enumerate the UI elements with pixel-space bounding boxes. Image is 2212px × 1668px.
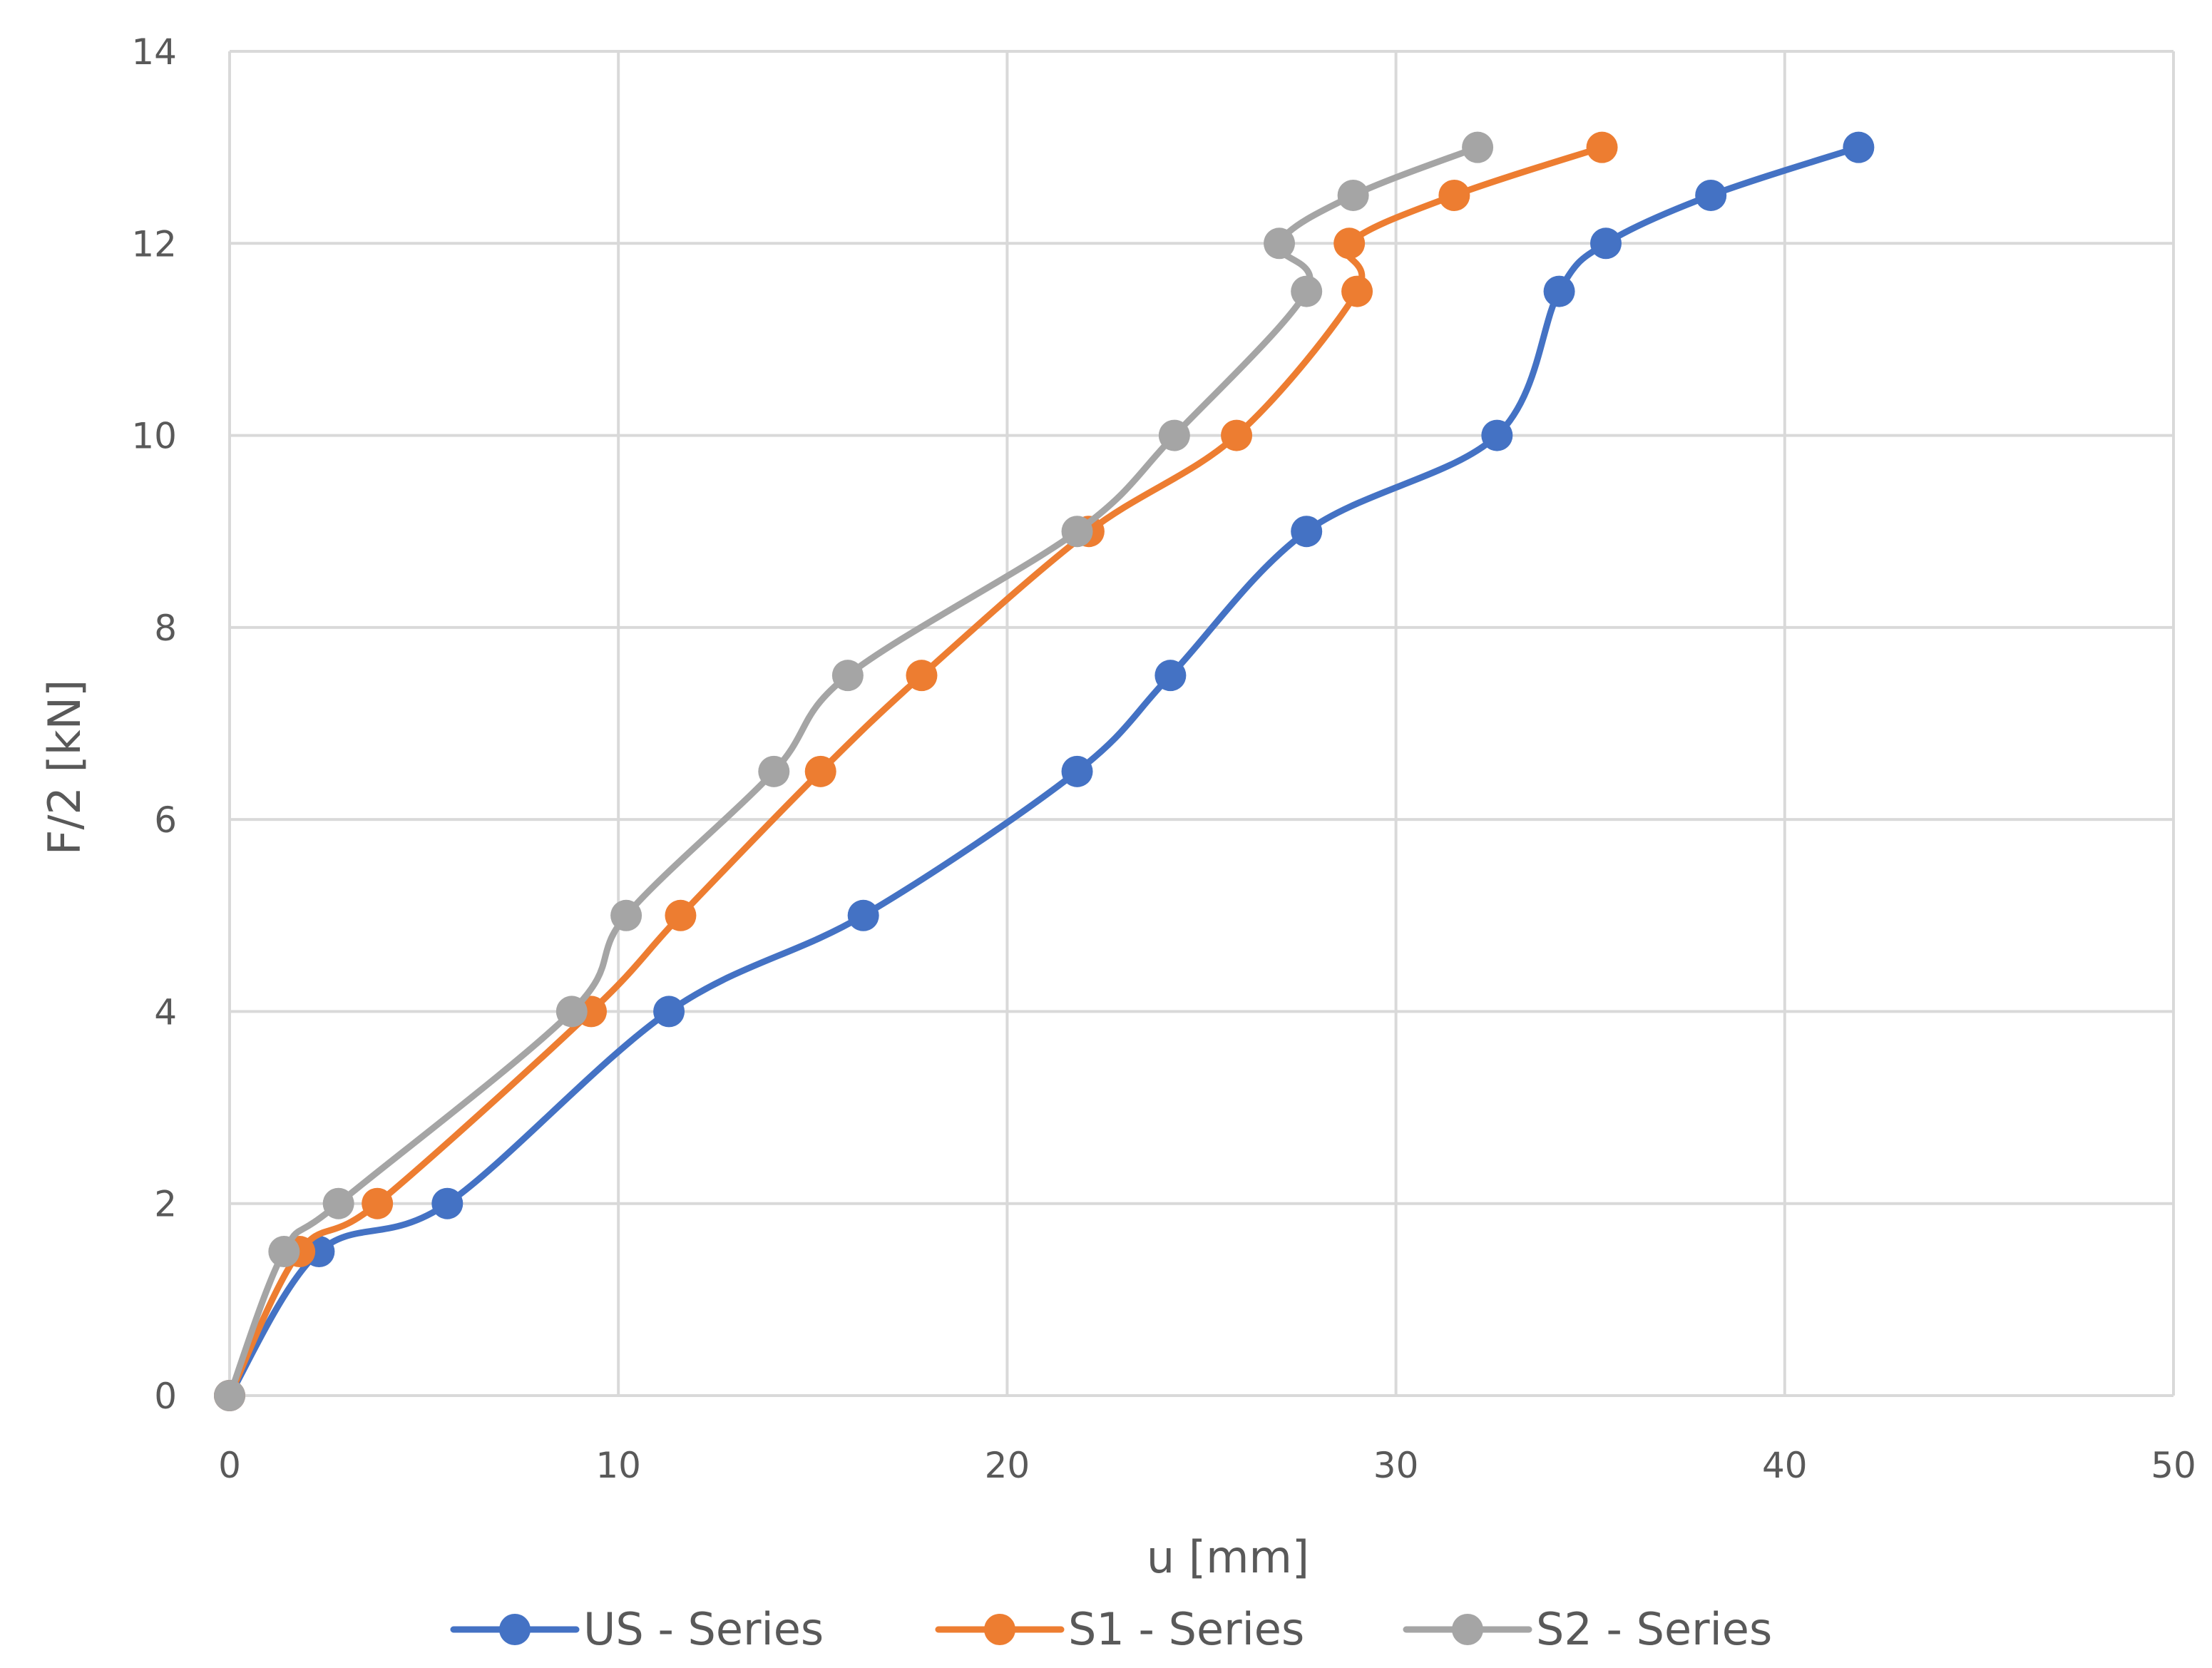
y-tick-label: 0 bbox=[154, 1376, 177, 1417]
legend-label: S2 - Series bbox=[1536, 1603, 1772, 1655]
data-point bbox=[1291, 516, 1323, 548]
x-tick-label: 50 bbox=[2151, 1445, 2196, 1486]
series-line bbox=[226, 144, 1862, 1399]
x-tick-label: 40 bbox=[1762, 1445, 1808, 1486]
grid bbox=[228, 50, 2175, 1397]
x-tick-label: 10 bbox=[595, 1445, 641, 1486]
data-point bbox=[1291, 275, 1323, 307]
legend: US - Series S1 - Series S2 - Series bbox=[450, 1603, 1772, 1655]
data-point bbox=[665, 899, 697, 931]
data-point bbox=[1438, 179, 1470, 211]
data-point bbox=[555, 996, 588, 1028]
data-point bbox=[758, 755, 790, 787]
legend-item: US - Series bbox=[450, 1603, 824, 1655]
legend-item: S2 - Series bbox=[1403, 1603, 1772, 1655]
data-point bbox=[362, 1187, 394, 1219]
data-point bbox=[831, 660, 864, 692]
data-point bbox=[1221, 419, 1253, 451]
data-point bbox=[1462, 131, 1494, 163]
y-tick-label: 2 bbox=[154, 1184, 177, 1225]
data-point bbox=[1158, 419, 1190, 451]
data-point bbox=[431, 1187, 464, 1219]
series-line bbox=[226, 144, 1481, 1399]
data-point bbox=[214, 1380, 245, 1411]
data-point bbox=[1695, 179, 1727, 211]
y-axis-title: F/2 [kN] bbox=[39, 680, 91, 855]
x-tick-label: 20 bbox=[985, 1445, 1030, 1486]
tick-labels: 0 2 4 6 8 10 12 14 0 10 20 30 40 50 bbox=[131, 31, 2196, 1486]
legend-item: S1 - Series bbox=[935, 1603, 1304, 1655]
data-point bbox=[1333, 227, 1366, 260]
series-1 bbox=[214, 131, 1875, 1411]
data-point bbox=[1543, 275, 1575, 307]
y-tick-label: 6 bbox=[154, 799, 177, 841]
data-point bbox=[610, 899, 642, 931]
data-point bbox=[1481, 419, 1513, 451]
data-point bbox=[847, 899, 879, 931]
y-tick-label: 8 bbox=[154, 608, 177, 649]
data-point bbox=[1341, 275, 1373, 307]
y-tick-label: 4 bbox=[154, 991, 177, 1033]
data-point bbox=[1154, 660, 1187, 692]
data-point bbox=[268, 1236, 300, 1268]
x-tick-label: 0 bbox=[218, 1445, 241, 1486]
legend-label: S1 - Series bbox=[1068, 1603, 1304, 1655]
y-tick-label: 12 bbox=[131, 223, 177, 265]
series-layer bbox=[214, 131, 1875, 1411]
data-point bbox=[1586, 131, 1618, 163]
data-point bbox=[1264, 227, 1296, 260]
data-point bbox=[1337, 179, 1369, 211]
data-point bbox=[1590, 227, 1622, 260]
series-3 bbox=[214, 131, 1494, 1411]
data-point bbox=[1843, 131, 1875, 163]
legend-marker bbox=[1452, 1614, 1483, 1645]
data-point bbox=[322, 1187, 354, 1219]
x-tick-label: 30 bbox=[1373, 1445, 1419, 1486]
data-point bbox=[653, 996, 685, 1028]
data-point bbox=[1061, 516, 1093, 548]
y-tick-label: 14 bbox=[131, 31, 177, 73]
y-tick-label: 10 bbox=[131, 416, 177, 457]
legend-marker bbox=[499, 1614, 531, 1645]
data-point bbox=[906, 660, 938, 692]
legend-marker bbox=[984, 1614, 1015, 1645]
data-point bbox=[804, 755, 836, 787]
legend-label: US - Series bbox=[583, 1603, 824, 1655]
data-point bbox=[1061, 755, 1093, 787]
x-axis-title: u [mm] bbox=[1147, 1531, 1309, 1583]
